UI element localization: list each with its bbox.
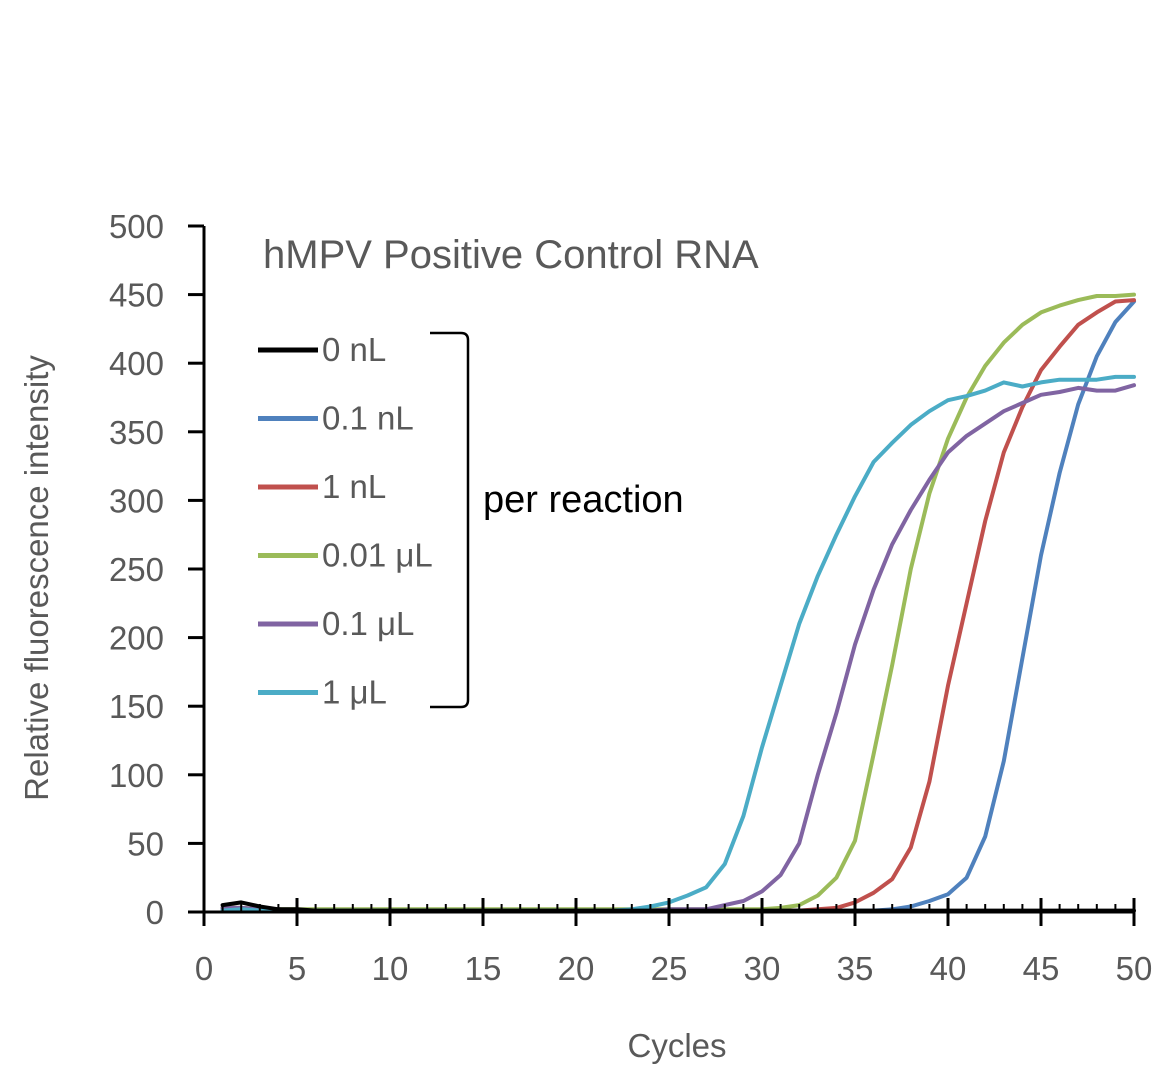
x-tick-label: 25 (651, 950, 688, 987)
legend-label: 1 μL (322, 674, 387, 711)
y-tick-label: 250 (109, 551, 164, 588)
x-tick-label: 5 (288, 950, 306, 987)
chart-title: hMPV Positive Control RNA (263, 233, 759, 277)
y-axis-title: Relative fluorescence intensity (18, 355, 55, 801)
x-tick-label: 45 (1023, 950, 1060, 987)
series-line-4 (220, 383, 1136, 913)
y-tick-label: 100 (109, 757, 164, 794)
x-axis-title: Cycles (627, 1027, 726, 1064)
legend-label: 0.01 μL (322, 537, 433, 574)
y-tick-label: 200 (109, 620, 164, 657)
x-tick-label: 30 (744, 950, 781, 987)
x-tick-label: 35 (837, 950, 874, 987)
series-line-0 (220, 900, 1136, 913)
y-tick-label: 400 (109, 345, 164, 382)
series-line-5 (220, 374, 1136, 913)
x-tick-label: 40 (930, 950, 967, 987)
x-tick-label: 50 (1116, 950, 1153, 987)
y-tick-label: 150 (109, 688, 164, 725)
legend: 0 nL 0.1 nL 1 nL 0.01 μL 0.1 μL 1 μL (258, 331, 433, 711)
legend-label: 0 nL (322, 331, 386, 368)
x-tick-label: 15 (465, 950, 502, 987)
legend-label: 1 nL (322, 468, 386, 505)
x-tick-label: 20 (558, 950, 595, 987)
legend-label: 0.1 μL (322, 605, 414, 642)
y-tick-label: 350 (109, 414, 164, 451)
y-tick-label: 300 (109, 482, 164, 519)
legend-label: 0.1 nL (322, 400, 414, 437)
x-tick-label: 0 (195, 950, 213, 987)
legend-bracket (430, 331, 470, 709)
y-tick-label: 500 (109, 208, 164, 245)
y-tick-label: 450 (109, 277, 164, 314)
per-reaction-label: per reaction (483, 479, 684, 521)
series-layer (220, 292, 1136, 913)
x-tick-label: 10 (372, 950, 409, 987)
ticks-layer: 0 50 100 150 200 250 300 350 400 450 500 0 5 10 15 20 25… (109, 208, 1152, 987)
y-tick-label: 0 (146, 894, 164, 931)
y-tick-label: 50 (127, 825, 164, 862)
